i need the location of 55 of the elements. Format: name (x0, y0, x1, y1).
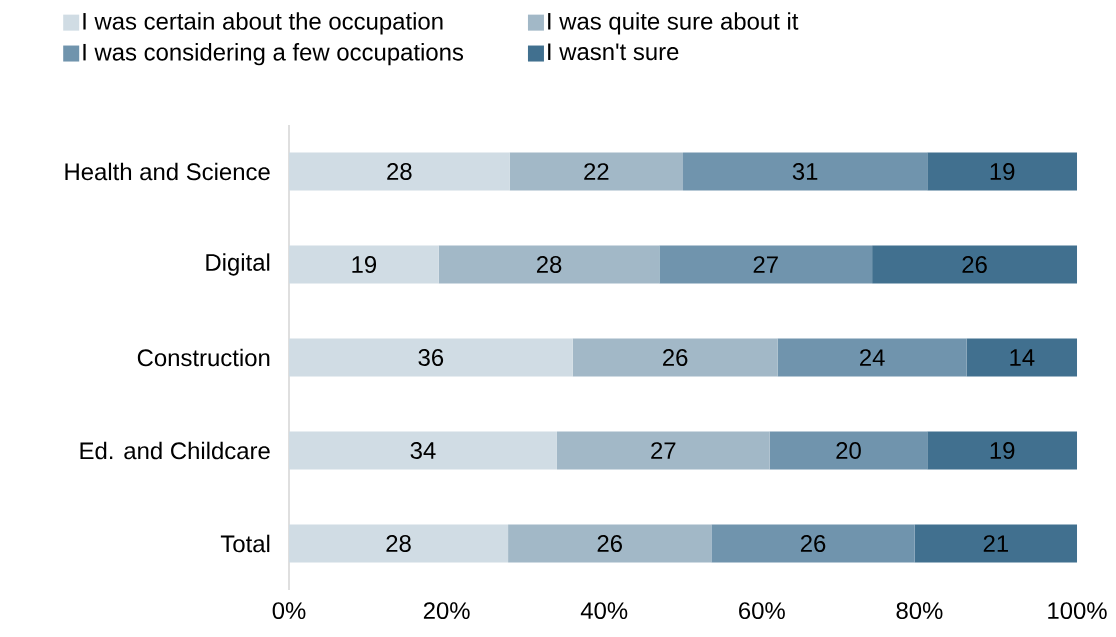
bar (966, 338, 1078, 377)
data-label: 21 (983, 535, 1008, 552)
data-label: 26 (962, 256, 987, 273)
data-label: 27 (753, 256, 778, 273)
data-label: 28 (536, 256, 562, 273)
data-label: 20 (836, 442, 861, 459)
bar (438, 245, 660, 284)
bar (914, 524, 1078, 563)
bar (289, 524, 509, 563)
bar (289, 431, 557, 470)
data-label: 26 (663, 349, 688, 366)
data-label: 27 (651, 442, 676, 459)
x-tick-label: 100% (1048, 602, 1107, 620)
bar (927, 431, 1078, 470)
bar (769, 431, 928, 470)
bar (683, 152, 928, 191)
y-tick-label: Construction (137, 348, 270, 367)
bar (556, 431, 770, 470)
x-tick-label: 80% (896, 602, 943, 620)
data-label: 36 (418, 349, 444, 366)
data-label: 34 (410, 442, 436, 459)
x-tick-label: 0% (272, 602, 306, 620)
x-tick-label: 60% (739, 602, 785, 620)
legend-label: I wasn't sure (548, 43, 679, 61)
data-label: 19 (990, 442, 1015, 459)
bar (509, 152, 684, 191)
bar (289, 338, 573, 377)
legend-label: I was certain about the occupation (83, 12, 443, 35)
bar (659, 245, 873, 284)
y-tick-label: Digital (206, 253, 270, 276)
bar (572, 338, 778, 377)
bar (289, 245, 439, 284)
x-tick-label: 40% (580, 602, 628, 620)
data-label: 19 (352, 256, 377, 273)
y-tick-label: Ed. and Childcare (80, 441, 270, 460)
data-label: 28 (386, 535, 411, 552)
data-label: 14 (1010, 349, 1035, 366)
data-label: 28 (387, 163, 412, 180)
legend-label: I was considering a few occupations (83, 43, 464, 66)
data-label: 26 (597, 535, 622, 552)
bar (289, 152, 510, 191)
bar (927, 152, 1078, 191)
x-tick-label: 20% (423, 602, 470, 620)
data-label: 26 (800, 535, 826, 552)
bar (872, 245, 1078, 284)
data-label: 22 (584, 163, 609, 180)
data-label: 19 (990, 163, 1015, 180)
bar (711, 524, 915, 563)
bar (508, 524, 712, 563)
data-label: 24 (860, 349, 885, 366)
y-tick-label: Total (220, 534, 270, 553)
y-tick-label: Health and Science (65, 162, 270, 181)
legend-label: I was quite sure about it (548, 12, 799, 35)
data-label: 31 (792, 163, 818, 180)
bar (777, 338, 967, 377)
